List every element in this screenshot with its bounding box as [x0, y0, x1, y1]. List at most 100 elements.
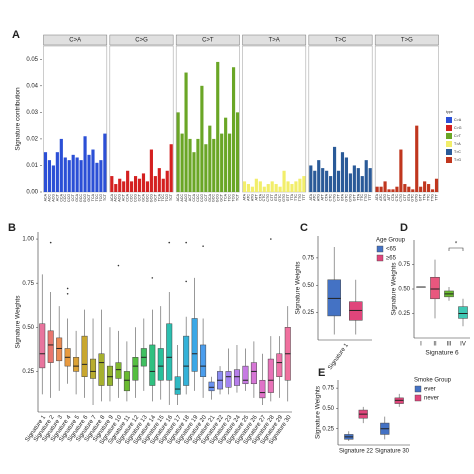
bar: [99, 160, 103, 192]
box: [115, 362, 122, 379]
bar: [149, 149, 153, 192]
x-tick-label: ATC: [379, 194, 383, 201]
outlier: [185, 280, 187, 283]
bar: [133, 176, 138, 192]
bar: [383, 181, 387, 192]
x-tick-label: TTG: [431, 194, 435, 201]
box: [47, 330, 54, 363]
bar: [228, 133, 232, 192]
bar: [200, 85, 204, 192]
box: [39, 323, 46, 369]
x-tick-label: ATA: [309, 193, 313, 200]
x-tick-label: ACT: [188, 193, 192, 201]
facet-label: T>A: [269, 38, 280, 44]
x-tick-label: ACT: [122, 193, 126, 201]
x-tick-label: CCG: [200, 194, 204, 202]
x-tick-label: GTT: [419, 193, 423, 201]
bar: [71, 154, 75, 192]
bar: [91, 149, 95, 192]
x-tick-label: GCA: [208, 193, 212, 201]
x-tick-label: GTA: [340, 193, 344, 201]
x-tick-label: IV: [460, 342, 466, 348]
box: [208, 381, 215, 392]
y-tick-label: 0.50: [22, 325, 34, 331]
bar: [79, 160, 83, 192]
y-axis-title: Signature Weights: [15, 295, 22, 349]
x-tick-label: TTT: [302, 193, 306, 200]
x-tick-label: II: [433, 342, 437, 348]
x-tick-label: CCA: [192, 193, 196, 201]
x-tick-label: CCC: [130, 194, 134, 202]
bar: [321, 168, 325, 192]
bar: [118, 178, 122, 192]
x-tick-label: GCG: [216, 194, 220, 202]
bar: [153, 176, 157, 192]
x-tick-label: TTC: [427, 194, 431, 201]
legend-label: T>C: [454, 150, 461, 154]
bar: [329, 176, 333, 192]
x-tick-label: ATG: [383, 194, 387, 201]
bar: [180, 133, 184, 192]
x-tick-label: TCA: [157, 193, 161, 201]
x-tick-label: CTA: [325, 193, 329, 201]
x-tick-label: GTA: [407, 193, 411, 201]
x-tick-label: I: [420, 342, 422, 348]
panel-label: B: [8, 222, 16, 234]
bar: [368, 168, 372, 192]
facet-frame: [109, 45, 174, 193]
x-tick-label: ACC: [47, 194, 51, 202]
panel-label: C: [300, 222, 308, 234]
y-axis-title: Signature Weights: [295, 261, 302, 315]
bar: [415, 125, 419, 192]
x-tick-label: ACC: [114, 194, 118, 202]
bar: [352, 165, 356, 192]
legend-swatch: [446, 117, 452, 123]
y-tick-label: 1.00: [22, 237, 34, 243]
x-tick-label: TTC: [360, 194, 364, 201]
bar: [364, 160, 368, 192]
x-tick-label: CTG: [333, 194, 337, 202]
x-axis-title: Signature 6: [425, 350, 459, 357]
box: [200, 344, 207, 377]
x-tick-label: Signature 22: [339, 449, 374, 455]
legend-label: <65: [386, 247, 397, 253]
x-tick-label: GCC: [145, 194, 149, 202]
y-tick-label: 0.01: [26, 163, 38, 169]
box: [81, 335, 88, 377]
x-tick-label: CTA: [258, 193, 262, 201]
x-tick-label: ACA: [43, 193, 47, 201]
x-tick-label: TCG: [99, 194, 103, 202]
bar: [59, 138, 63, 192]
x-tick-label: CCT: [71, 193, 75, 201]
box: [250, 362, 257, 385]
x-tick-label: ACT: [55, 193, 59, 201]
x-tick-label: TTA: [423, 193, 427, 200]
bar: [188, 138, 192, 192]
x-tick-label: TCC: [95, 194, 99, 202]
box: [225, 371, 232, 388]
bar: [235, 112, 240, 192]
x-tick-label: GCC: [79, 194, 83, 202]
box: [157, 348, 164, 381]
x-tick-label: TCC: [161, 194, 165, 202]
bar: [419, 186, 423, 192]
bar: [43, 152, 48, 192]
legend-label: never: [424, 396, 439, 402]
x-tick-label: TTG: [298, 194, 302, 201]
bar: [336, 170, 341, 192]
x-tick-label: Signature 1: [327, 342, 350, 371]
box: [259, 379, 266, 399]
bar: [290, 184, 294, 192]
bar: [55, 152, 59, 192]
bar: [212, 138, 216, 192]
bar: [122, 181, 126, 192]
x-tick-label: ATC: [313, 194, 317, 201]
x-tick-label: TCA: [91, 193, 95, 201]
x-tick-label: CTA: [391, 193, 395, 201]
box: [191, 318, 198, 372]
bar: [403, 184, 407, 192]
legend-title: Age Group: [376, 238, 406, 244]
x-tick-label: GCT: [87, 193, 91, 201]
x-tick-label: ATA: [375, 193, 379, 200]
x-tick-label: ATA: [242, 193, 246, 200]
